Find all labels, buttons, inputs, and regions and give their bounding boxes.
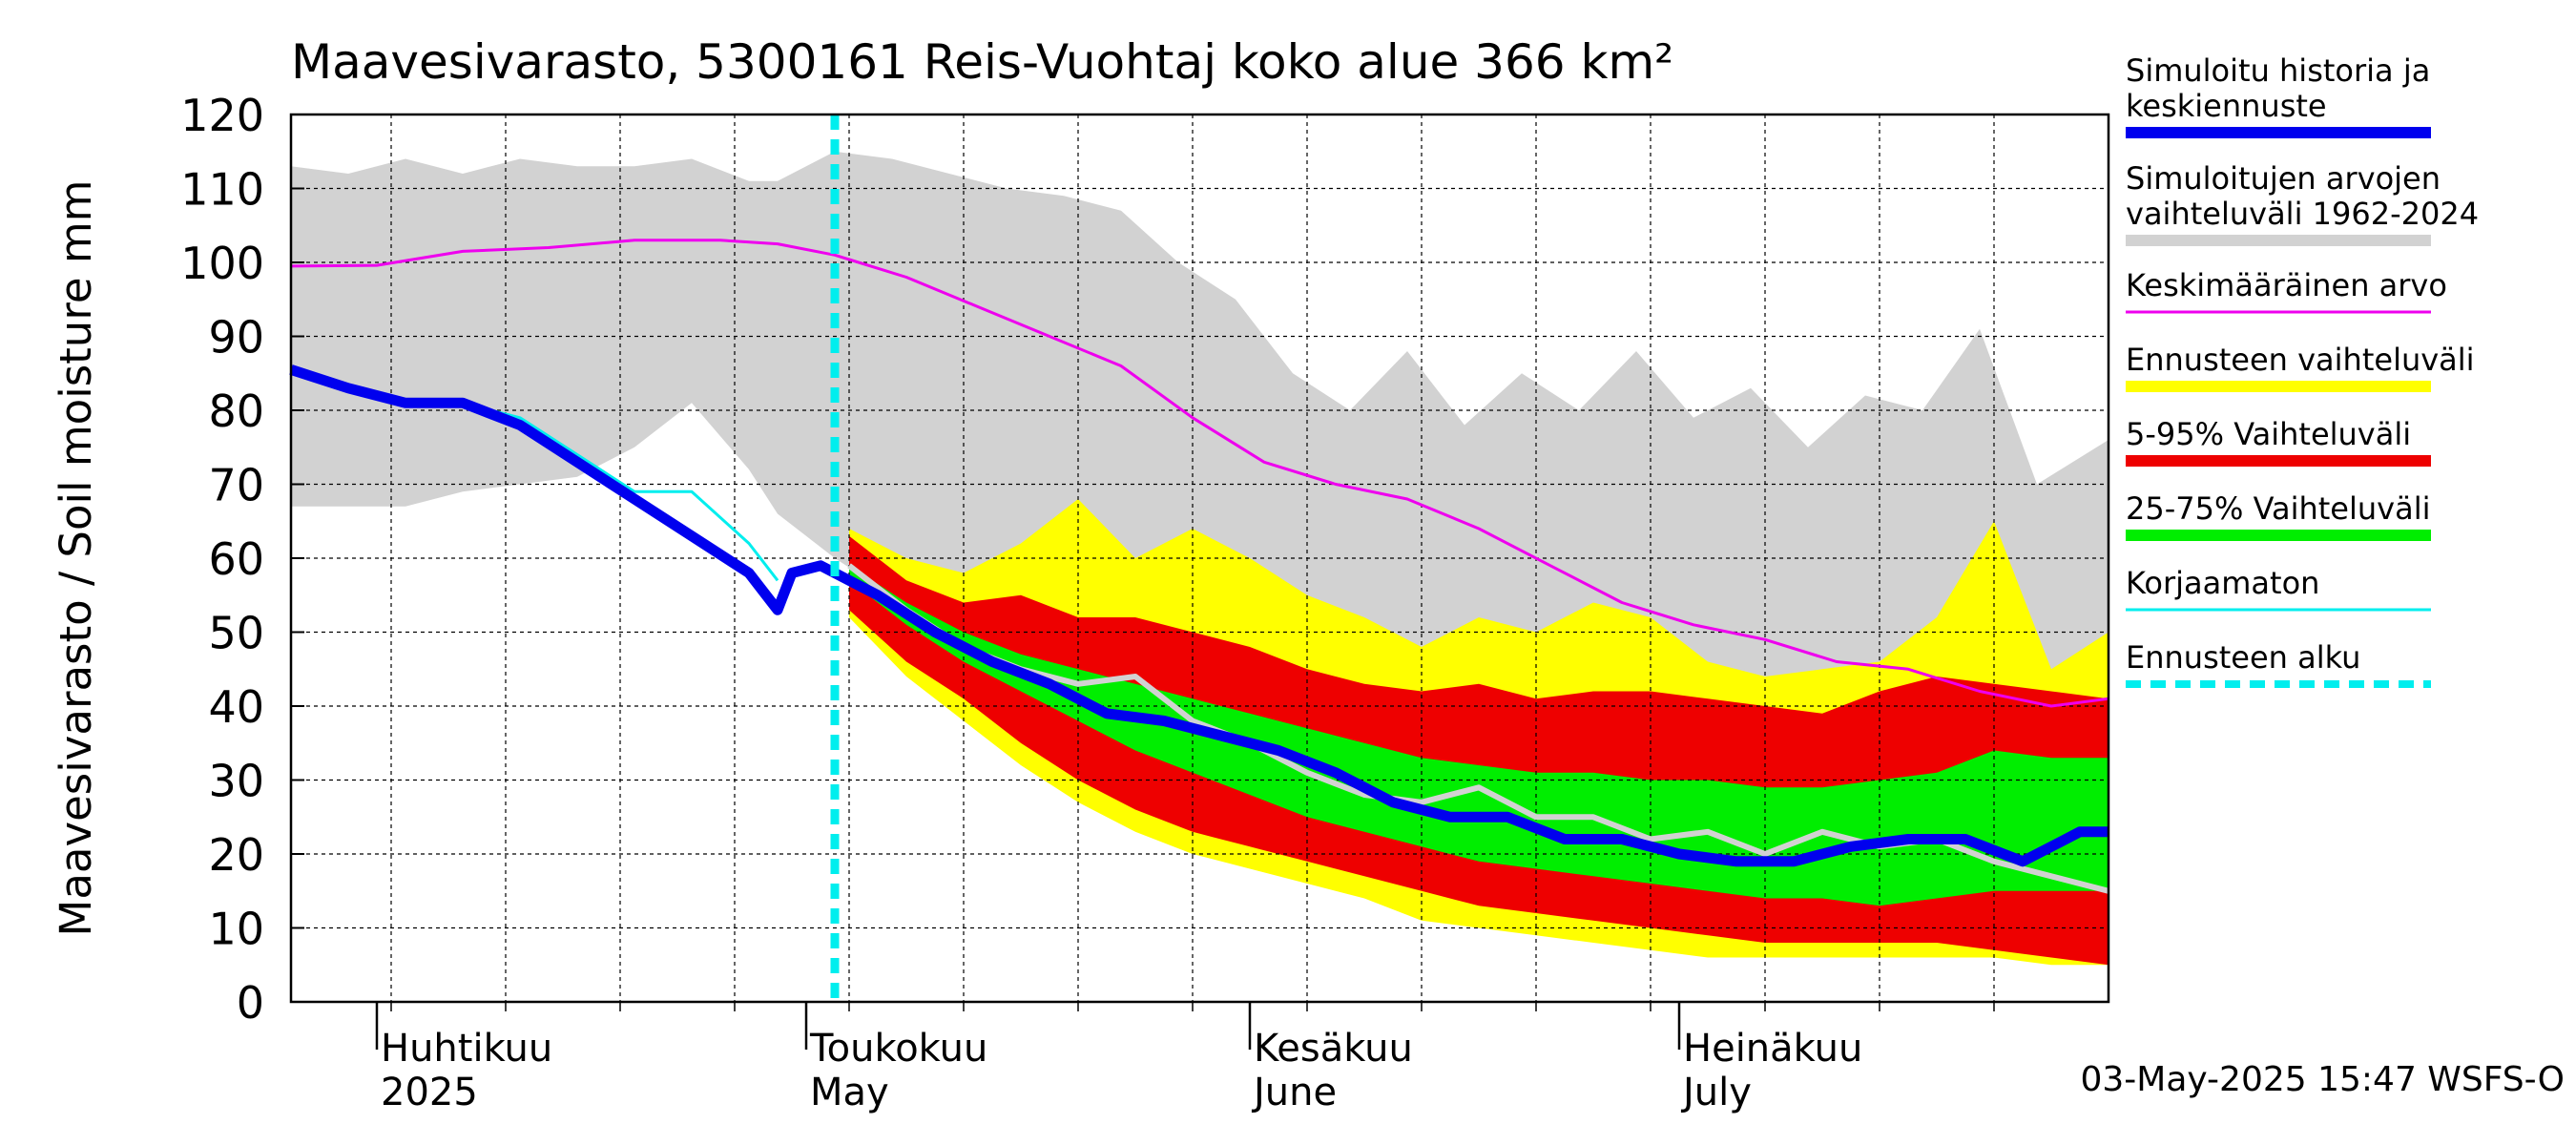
y-tick-label: 0 <box>237 977 264 1029</box>
y-tick-label: 80 <box>208 385 264 437</box>
y-axis-label: Maavesivarasto / Soil moisture mm <box>51 180 101 937</box>
y-tick-label: 90 <box>208 312 264 364</box>
legend-label: vaihteluväli 1962-2024 <box>2126 196 2479 232</box>
footer-timestamp: 03-May-2025 15:47 WSFS-O <box>2080 1060 2565 1099</box>
y-tick-label: 70 <box>208 460 264 511</box>
y-tick-label: 30 <box>208 756 264 807</box>
y-tick-label: 20 <box>208 829 264 881</box>
legend-label: 25-75% Vaihteluväli <box>2126 490 2430 527</box>
legend-label: keskiennuste <box>2126 88 2327 124</box>
legend-label: Korjaamaton <box>2126 565 2319 601</box>
x-month-label-en: July <box>1680 1071 1752 1114</box>
x-month-label-fi: Heinäkuu <box>1683 1027 1862 1071</box>
legend-label: Keskimääräinen arvo <box>2126 267 2447 303</box>
simulated-line <box>289 364 2109 867</box>
p25-75-band <box>849 565 2109 906</box>
plot-area: 0 10 20 30 40 50 60 70 80 90 100 110 120 Huhtikuu2025… <box>180 90 2110 1114</box>
y-tick-label: 40 <box>208 681 264 733</box>
x-month-label-en: May <box>810 1071 889 1114</box>
y-tick-label: 60 <box>208 533 264 585</box>
x-month-label-fi: Toukokuu <box>809 1027 987 1071</box>
y-tick-label: 120 <box>180 90 264 141</box>
y-tick-label: 50 <box>208 608 264 659</box>
y-tick-label: 10 <box>208 904 264 955</box>
legend-label: 5-95% Vaihteluväli <box>2126 416 2411 452</box>
x-month-label-fi: Kesäkuu <box>1254 1027 1413 1071</box>
legend-label: Simuloitujen arvojen <box>2126 160 2441 197</box>
legend-label: Simuloitu historia ja <box>2126 52 2430 89</box>
chart-title: Maavesivarasto, 5300161 Reis-Vuohtaj kok… <box>291 34 1673 90</box>
historical-range-band <box>291 151 2109 707</box>
y-tick-label: 100 <box>180 238 264 289</box>
y-tick-label: 110 <box>180 164 264 216</box>
plot-frame <box>289 113 2110 1004</box>
mean-line <box>290 239 2109 708</box>
x-month-label-fi: Huhtikuu <box>381 1027 552 1071</box>
legend-label: Ennusteen alku <box>2126 639 2360 676</box>
x-month-label-en: June <box>1251 1071 1337 1114</box>
x-month-label-en: 2025 <box>381 1071 478 1114</box>
legend-label: Ennusteen vaihteluväli <box>2126 342 2475 378</box>
